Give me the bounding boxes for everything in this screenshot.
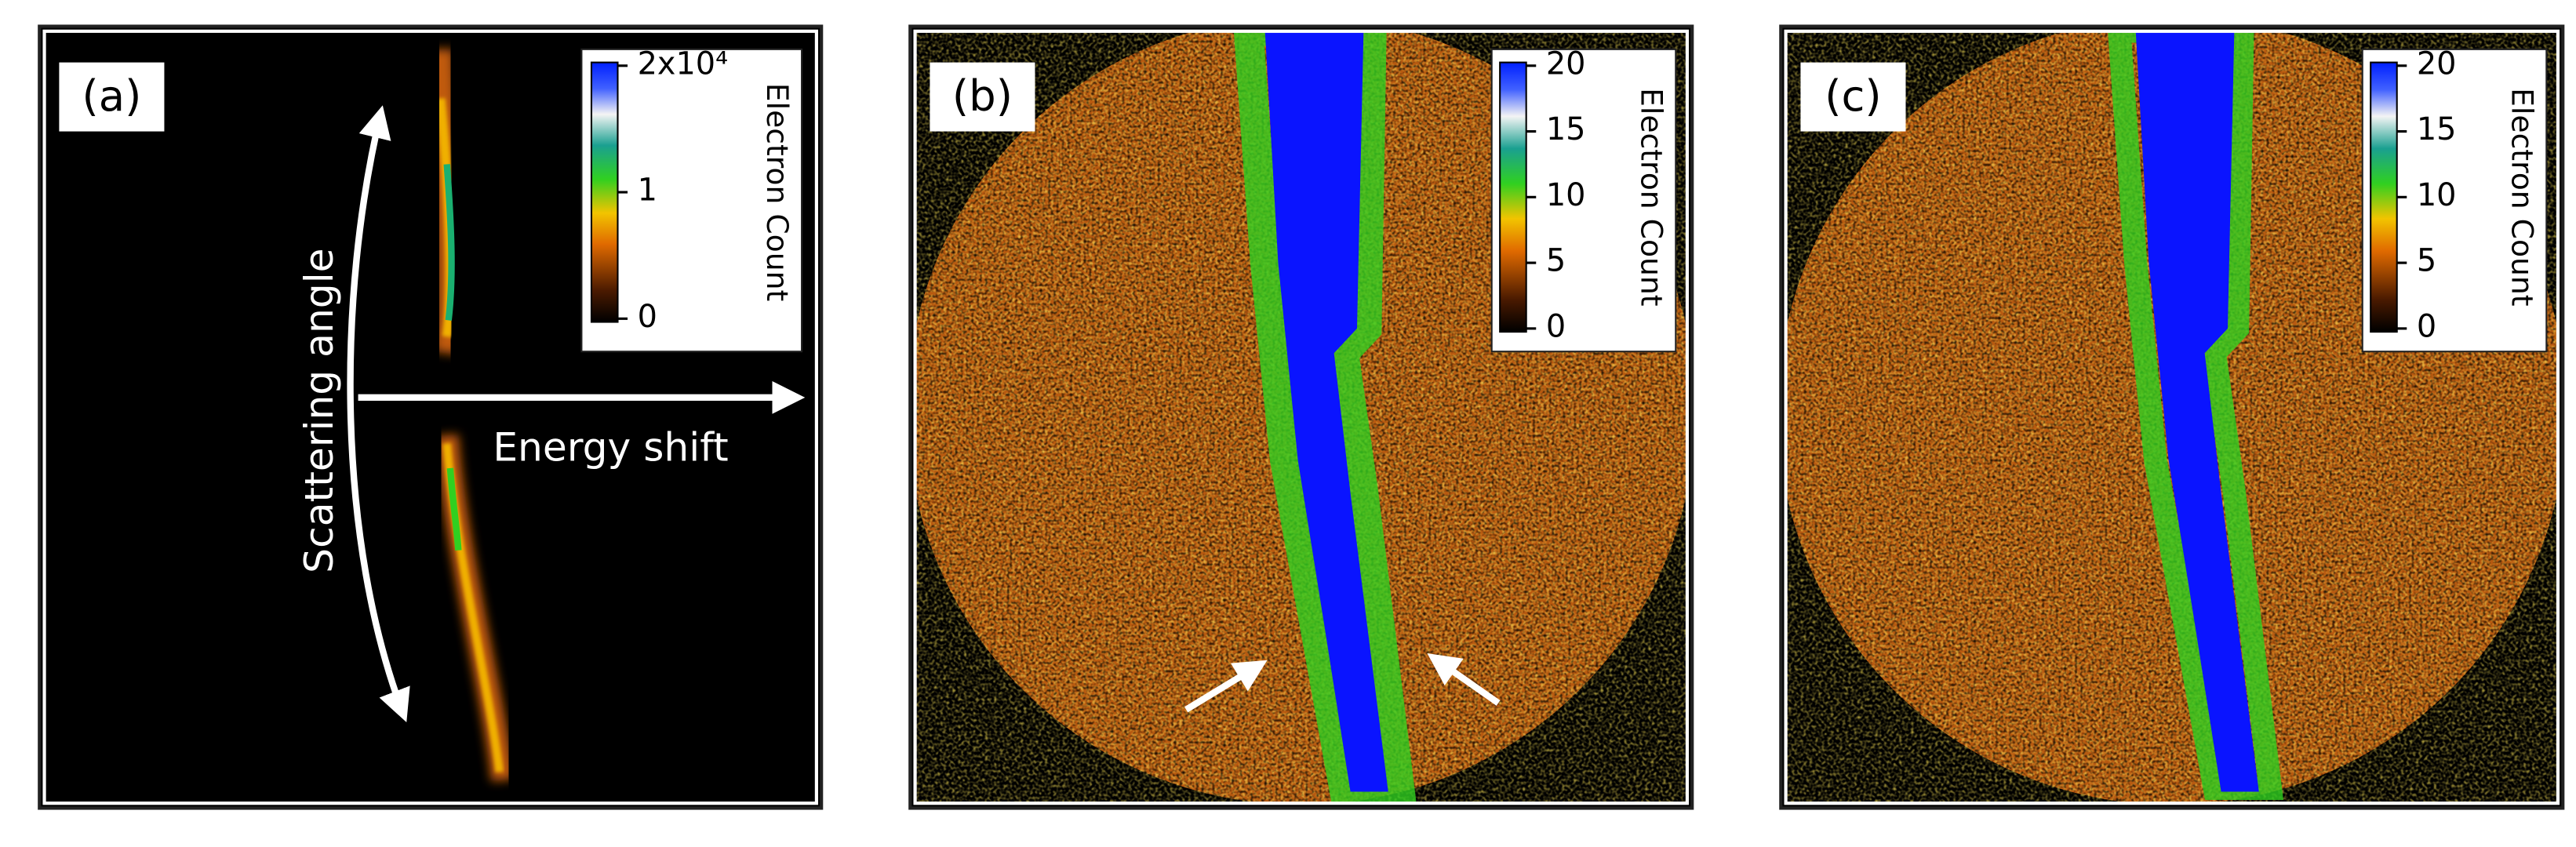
- colorbar-tick-label: 0: [638, 299, 657, 335]
- image-frame: [1784, 29, 2560, 805]
- annotation: Scattering angle: [296, 248, 342, 573]
- panel-label: (b): [952, 71, 1013, 121]
- colorbar-tick-label: 5: [1546, 243, 1566, 279]
- colorbar-title: Electron Count: [1634, 88, 1668, 306]
- colorbar-tick-label: 0: [2417, 308, 2436, 344]
- colorbar-title: Electron Count: [2505, 88, 2539, 306]
- panel-b: (b): [908, 24, 1694, 810]
- colorbar: [2370, 61, 2398, 333]
- colorbar-tick-label: 2x10⁴: [638, 45, 728, 82]
- colorbar: [590, 61, 619, 323]
- colorbar-tick-label: 20: [1546, 45, 1586, 82]
- colorbar-tick-label: 15: [1546, 111, 1586, 147]
- colorbar: [1499, 61, 1527, 333]
- panel-label: (c): [1825, 71, 1881, 121]
- arrow-scattering: [347, 105, 410, 722]
- label-box: [59, 62, 165, 132]
- colorbar-title: Electron Count: [760, 83, 795, 301]
- signal-lower-peak: [446, 467, 462, 551]
- label-box: [930, 62, 1035, 132]
- annotation: Energy shift: [493, 424, 728, 470]
- image-frame: [913, 29, 1690, 805]
- arrow: [1427, 653, 1501, 706]
- colorbar-tick-label: 5: [2417, 243, 2436, 279]
- arrow: [1184, 660, 1268, 713]
- colorbar-tick-label: 1: [638, 173, 657, 209]
- saturated-band: [1264, 31, 1388, 792]
- label-box: [1800, 62, 1906, 132]
- panel-label: (a): [82, 71, 141, 121]
- colorbar-tick-label: 0: [1546, 308, 1566, 344]
- colorbar-tick-label: 10: [2417, 177, 2457, 213]
- signal-upper-peak: [443, 164, 455, 321]
- saturated-band: [2135, 31, 2259, 792]
- colorbar-tick-label: 15: [2417, 111, 2457, 147]
- colorbar-tick-label: 20: [2417, 45, 2457, 82]
- edge: [1233, 31, 1417, 804]
- edge: [2108, 31, 2284, 800]
- colorbar-tick-label: 10: [1546, 177, 1586, 213]
